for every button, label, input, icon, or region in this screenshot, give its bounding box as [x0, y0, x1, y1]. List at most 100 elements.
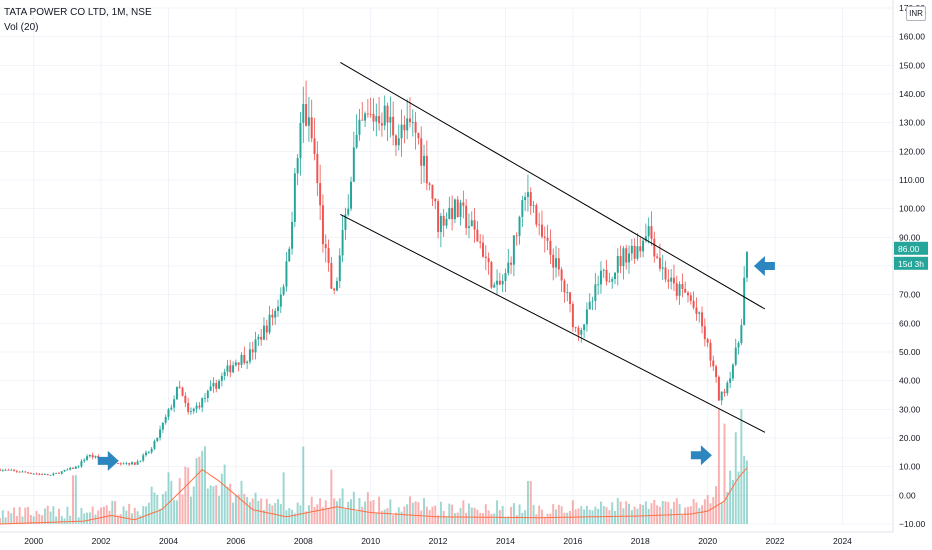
time-tick-label: 2016: [563, 536, 582, 546]
candle-body: [625, 248, 628, 263]
volume-bar: [361, 506, 364, 524]
volume-bar: [473, 507, 476, 524]
volume-bar: [1, 510, 4, 524]
candle-body: [636, 246, 639, 259]
candle-body: [681, 284, 684, 289]
volume-bar: [555, 509, 558, 524]
volume-bar: [133, 507, 136, 524]
chart-legend: TATA POWER CO LTD, 1M, NSE Vol (20): [4, 5, 152, 35]
volume-bar: [616, 498, 619, 524]
candle-body: [201, 398, 204, 408]
volume-bar: [74, 475, 77, 524]
volume-bar: [614, 511, 616, 524]
volume-bar: [734, 432, 737, 524]
candle-body: [642, 240, 645, 252]
grid: [0, 7, 893, 525]
candle-body: [128, 463, 131, 465]
candle-body: [13, 469, 16, 471]
candle-body: [218, 380, 221, 389]
price-tick-label: 90.00: [899, 232, 921, 242]
volume-bar: [482, 513, 484, 524]
volume-bar: [223, 464, 226, 524]
volume-bar: [299, 505, 302, 524]
candle-body: [538, 224, 541, 226]
time-tick-label: 2004: [159, 536, 178, 546]
volume-bar: [451, 504, 454, 524]
candle-body: [656, 256, 659, 258]
volume-bar: [672, 502, 675, 524]
candle-body: [703, 326, 706, 340]
volume-bar: [234, 494, 237, 524]
candle-body: [453, 199, 456, 220]
candle-body: [262, 325, 265, 340]
volume-bar: [717, 409, 720, 524]
candle-body: [299, 122, 302, 159]
volume-bar: [335, 501, 338, 524]
candle-body: [321, 205, 324, 245]
price-tick-label: 110.00: [899, 175, 925, 185]
candle-body: [38, 473, 41, 475]
volume-bar: [644, 501, 647, 524]
volume-bar: [10, 513, 13, 524]
candle-body: [532, 205, 535, 207]
candle-body: [60, 471, 63, 474]
price-tick-label: 10.00: [899, 462, 921, 472]
candle-body: [675, 283, 678, 296]
volume-bar: [510, 506, 513, 524]
candle-body: [504, 273, 507, 281]
volume-bar: [437, 515, 440, 524]
volume-bar: [248, 502, 251, 524]
candle-body: [232, 365, 235, 373]
candle-body: [27, 472, 30, 474]
volume-bar: [512, 503, 515, 524]
volume-bar: [670, 508, 673, 524]
candle-body: [397, 138, 400, 146]
volume-bar: [518, 504, 521, 524]
candle-body: [24, 471, 27, 473]
volume-bar: [206, 488, 209, 524]
candle-body: [77, 466, 80, 468]
candle-body: [437, 201, 440, 232]
volume-bar: [383, 509, 386, 524]
candle-body: [448, 207, 451, 219]
candle-body: [720, 391, 723, 401]
candle-body: [628, 253, 631, 263]
candle-body: [302, 104, 305, 123]
candle-body: [136, 461, 139, 465]
volume-bar: [698, 507, 701, 524]
time-tick-label: 2002: [92, 536, 111, 546]
candle-body: [319, 183, 322, 206]
currency-label[interactable]: INR: [906, 6, 926, 21]
volume-bar: [313, 506, 316, 524]
candle-body: [330, 262, 333, 289]
volume-bar: [428, 510, 431, 524]
candle-body: [74, 466, 77, 469]
volume-bar: [192, 486, 195, 524]
volume-bar: [445, 516, 448, 524]
candle-body: [616, 256, 619, 273]
volume-bar: [653, 499, 656, 524]
candle-body: [327, 247, 330, 263]
volume-bar: [608, 510, 611, 524]
volume-bar: [277, 499, 279, 524]
candle-body: [364, 113, 367, 121]
volume-bar: [470, 507, 473, 524]
volume-bar: [425, 506, 428, 524]
volume-bar: [642, 505, 645, 524]
volume-bar: [122, 506, 125, 524]
volume-bar: [128, 503, 131, 524]
volume-indicator-label[interactable]: Vol (20): [4, 22, 39, 33]
candle-body: [80, 461, 83, 467]
symbol-title[interactable]: TATA POWER CO LTD, 1M, NSE: [4, 7, 152, 18]
volume-bar: [731, 479, 734, 524]
volume-bar: [212, 486, 215, 524]
candle-body: [167, 409, 170, 417]
volume-bar: [484, 504, 487, 524]
candle-body: [574, 327, 577, 328]
volume-bar: [243, 493, 246, 524]
volume-bar: [282, 472, 285, 524]
candle-body: [515, 235, 518, 237]
price-tick-label: 60.00: [899, 318, 921, 328]
volume-bar: [55, 516, 58, 524]
